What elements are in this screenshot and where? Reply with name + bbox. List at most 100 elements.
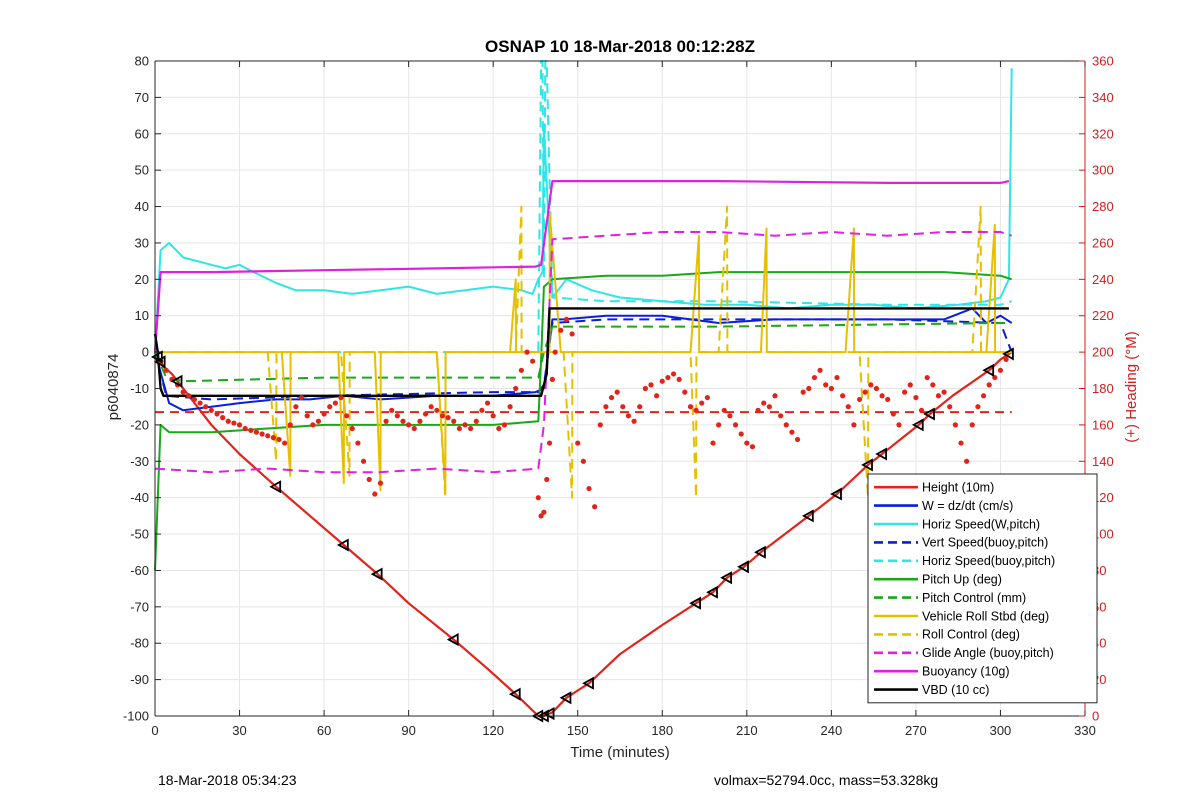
legend-label-1: W = dz/dt (cm/s) bbox=[922, 499, 1013, 513]
depth-marker bbox=[754, 545, 766, 559]
series-line-6 bbox=[154, 322, 1012, 383]
heading-point bbox=[344, 413, 350, 419]
legend-label-5: Pitch Up (deg) bbox=[922, 573, 1002, 587]
heading-point bbox=[704, 394, 710, 401]
y-tick-label: 40 bbox=[135, 199, 149, 214]
y-tick-label: 60 bbox=[135, 126, 149, 141]
heading-point bbox=[834, 374, 840, 381]
heading-point bbox=[907, 382, 913, 388]
heading-point bbox=[817, 367, 823, 373]
heading-point bbox=[896, 422, 902, 428]
heading-point bbox=[406, 422, 412, 428]
y-tick-label: -80 bbox=[130, 636, 149, 651]
heading-point bbox=[648, 382, 654, 388]
heading-point bbox=[462, 422, 468, 428]
heading-point bbox=[744, 440, 750, 446]
heading-point bbox=[716, 422, 722, 428]
y-tick-label: 20 bbox=[135, 272, 149, 287]
y-tick-label: -40 bbox=[130, 490, 149, 505]
heading-point bbox=[422, 411, 429, 417]
x-tick-label: 90 bbox=[401, 723, 415, 738]
heading-point bbox=[1003, 356, 1009, 362]
y-tick-label: 70 bbox=[135, 90, 149, 105]
heading-point bbox=[451, 418, 457, 424]
heading-point bbox=[310, 422, 316, 428]
heading-point bbox=[873, 385, 880, 392]
heading-point bbox=[980, 393, 987, 399]
y2-tick-label: 320 bbox=[1092, 126, 1114, 141]
x-tick-label: 210 bbox=[736, 723, 758, 738]
y-tick-label: -60 bbox=[130, 563, 149, 578]
heading-point bbox=[862, 389, 868, 395]
y2-tick-label: 340 bbox=[1092, 90, 1114, 105]
heading-point bbox=[693, 407, 699, 413]
y2-tick-label: 360 bbox=[1092, 54, 1114, 69]
heading-point bbox=[975, 404, 981, 410]
heading-point bbox=[304, 413, 310, 419]
heading-point bbox=[253, 429, 260, 435]
heading-point bbox=[637, 404, 643, 410]
depth-marker bbox=[508, 687, 521, 701]
heading-point bbox=[845, 404, 851, 410]
y-tick-label: 80 bbox=[135, 54, 149, 69]
heading-point bbox=[580, 458, 586, 464]
heading-point bbox=[473, 418, 479, 424]
heading-point bbox=[924, 374, 930, 381]
y2-tick-label: 0 bbox=[1092, 709, 1099, 724]
heading-point bbox=[338, 394, 344, 401]
depth-marker bbox=[269, 480, 282, 494]
legend-label-2: Horiz Speed(W,pitch) bbox=[922, 517, 1040, 531]
y-tick-label: -20 bbox=[130, 417, 149, 432]
heading-point bbox=[885, 396, 891, 403]
heading-point bbox=[315, 418, 322, 424]
heading-point bbox=[947, 404, 953, 410]
heading-point bbox=[851, 422, 857, 428]
heading-point bbox=[366, 476, 372, 483]
legend-label-11: VBD (10 cc) bbox=[922, 683, 989, 697]
y2-tick-label: 200 bbox=[1092, 345, 1114, 360]
heading-point bbox=[676, 376, 682, 383]
heading-point bbox=[439, 413, 446, 419]
heading-point bbox=[163, 367, 169, 373]
heading-point bbox=[575, 440, 581, 446]
heading-point bbox=[549, 376, 555, 383]
heading-point bbox=[417, 418, 423, 424]
heading-point bbox=[654, 393, 660, 399]
x-tick-label: 270 bbox=[905, 723, 927, 738]
heading-point bbox=[225, 418, 231, 424]
heading-point bbox=[259, 431, 265, 437]
y2-axis-label: (+) Heading (°M) bbox=[1123, 331, 1140, 442]
heading-point bbox=[608, 394, 615, 401]
heading-point bbox=[631, 418, 637, 424]
chart-title: OSNAP 10 18-Mar-2018 00:12:28Z bbox=[485, 37, 755, 56]
heading-point bbox=[270, 435, 276, 441]
heading-point bbox=[355, 440, 361, 446]
heading-point bbox=[186, 393, 192, 399]
heading-point bbox=[197, 400, 203, 406]
heading-point bbox=[890, 411, 896, 417]
legend-label-7: Vehicle Roll Stbd (deg) bbox=[922, 609, 1049, 623]
heading-point bbox=[789, 429, 795, 435]
heading-point bbox=[349, 425, 355, 432]
y-tick-label: -10 bbox=[130, 381, 149, 396]
x-tick-label: 30 bbox=[232, 723, 246, 738]
depth-marker bbox=[582, 676, 594, 690]
heading-point bbox=[530, 358, 536, 364]
heading-point bbox=[738, 431, 744, 437]
x-tick-label: 150 bbox=[567, 723, 589, 738]
heading-point bbox=[682, 389, 688, 395]
heading-point bbox=[778, 413, 784, 419]
heading-point bbox=[383, 418, 389, 424]
depth-marker bbox=[706, 585, 718, 599]
heading-point bbox=[496, 425, 502, 432]
heading-point bbox=[823, 382, 829, 388]
depth-marker bbox=[153, 355, 166, 369]
heading-point bbox=[332, 400, 338, 406]
heading-point bbox=[293, 404, 299, 410]
heading-point bbox=[659, 378, 665, 384]
heading-point bbox=[997, 367, 1004, 373]
heading-point bbox=[203, 404, 209, 410]
heading-point bbox=[501, 422, 508, 428]
depth-marker bbox=[982, 363, 995, 377]
heading-point bbox=[563, 316, 570, 322]
